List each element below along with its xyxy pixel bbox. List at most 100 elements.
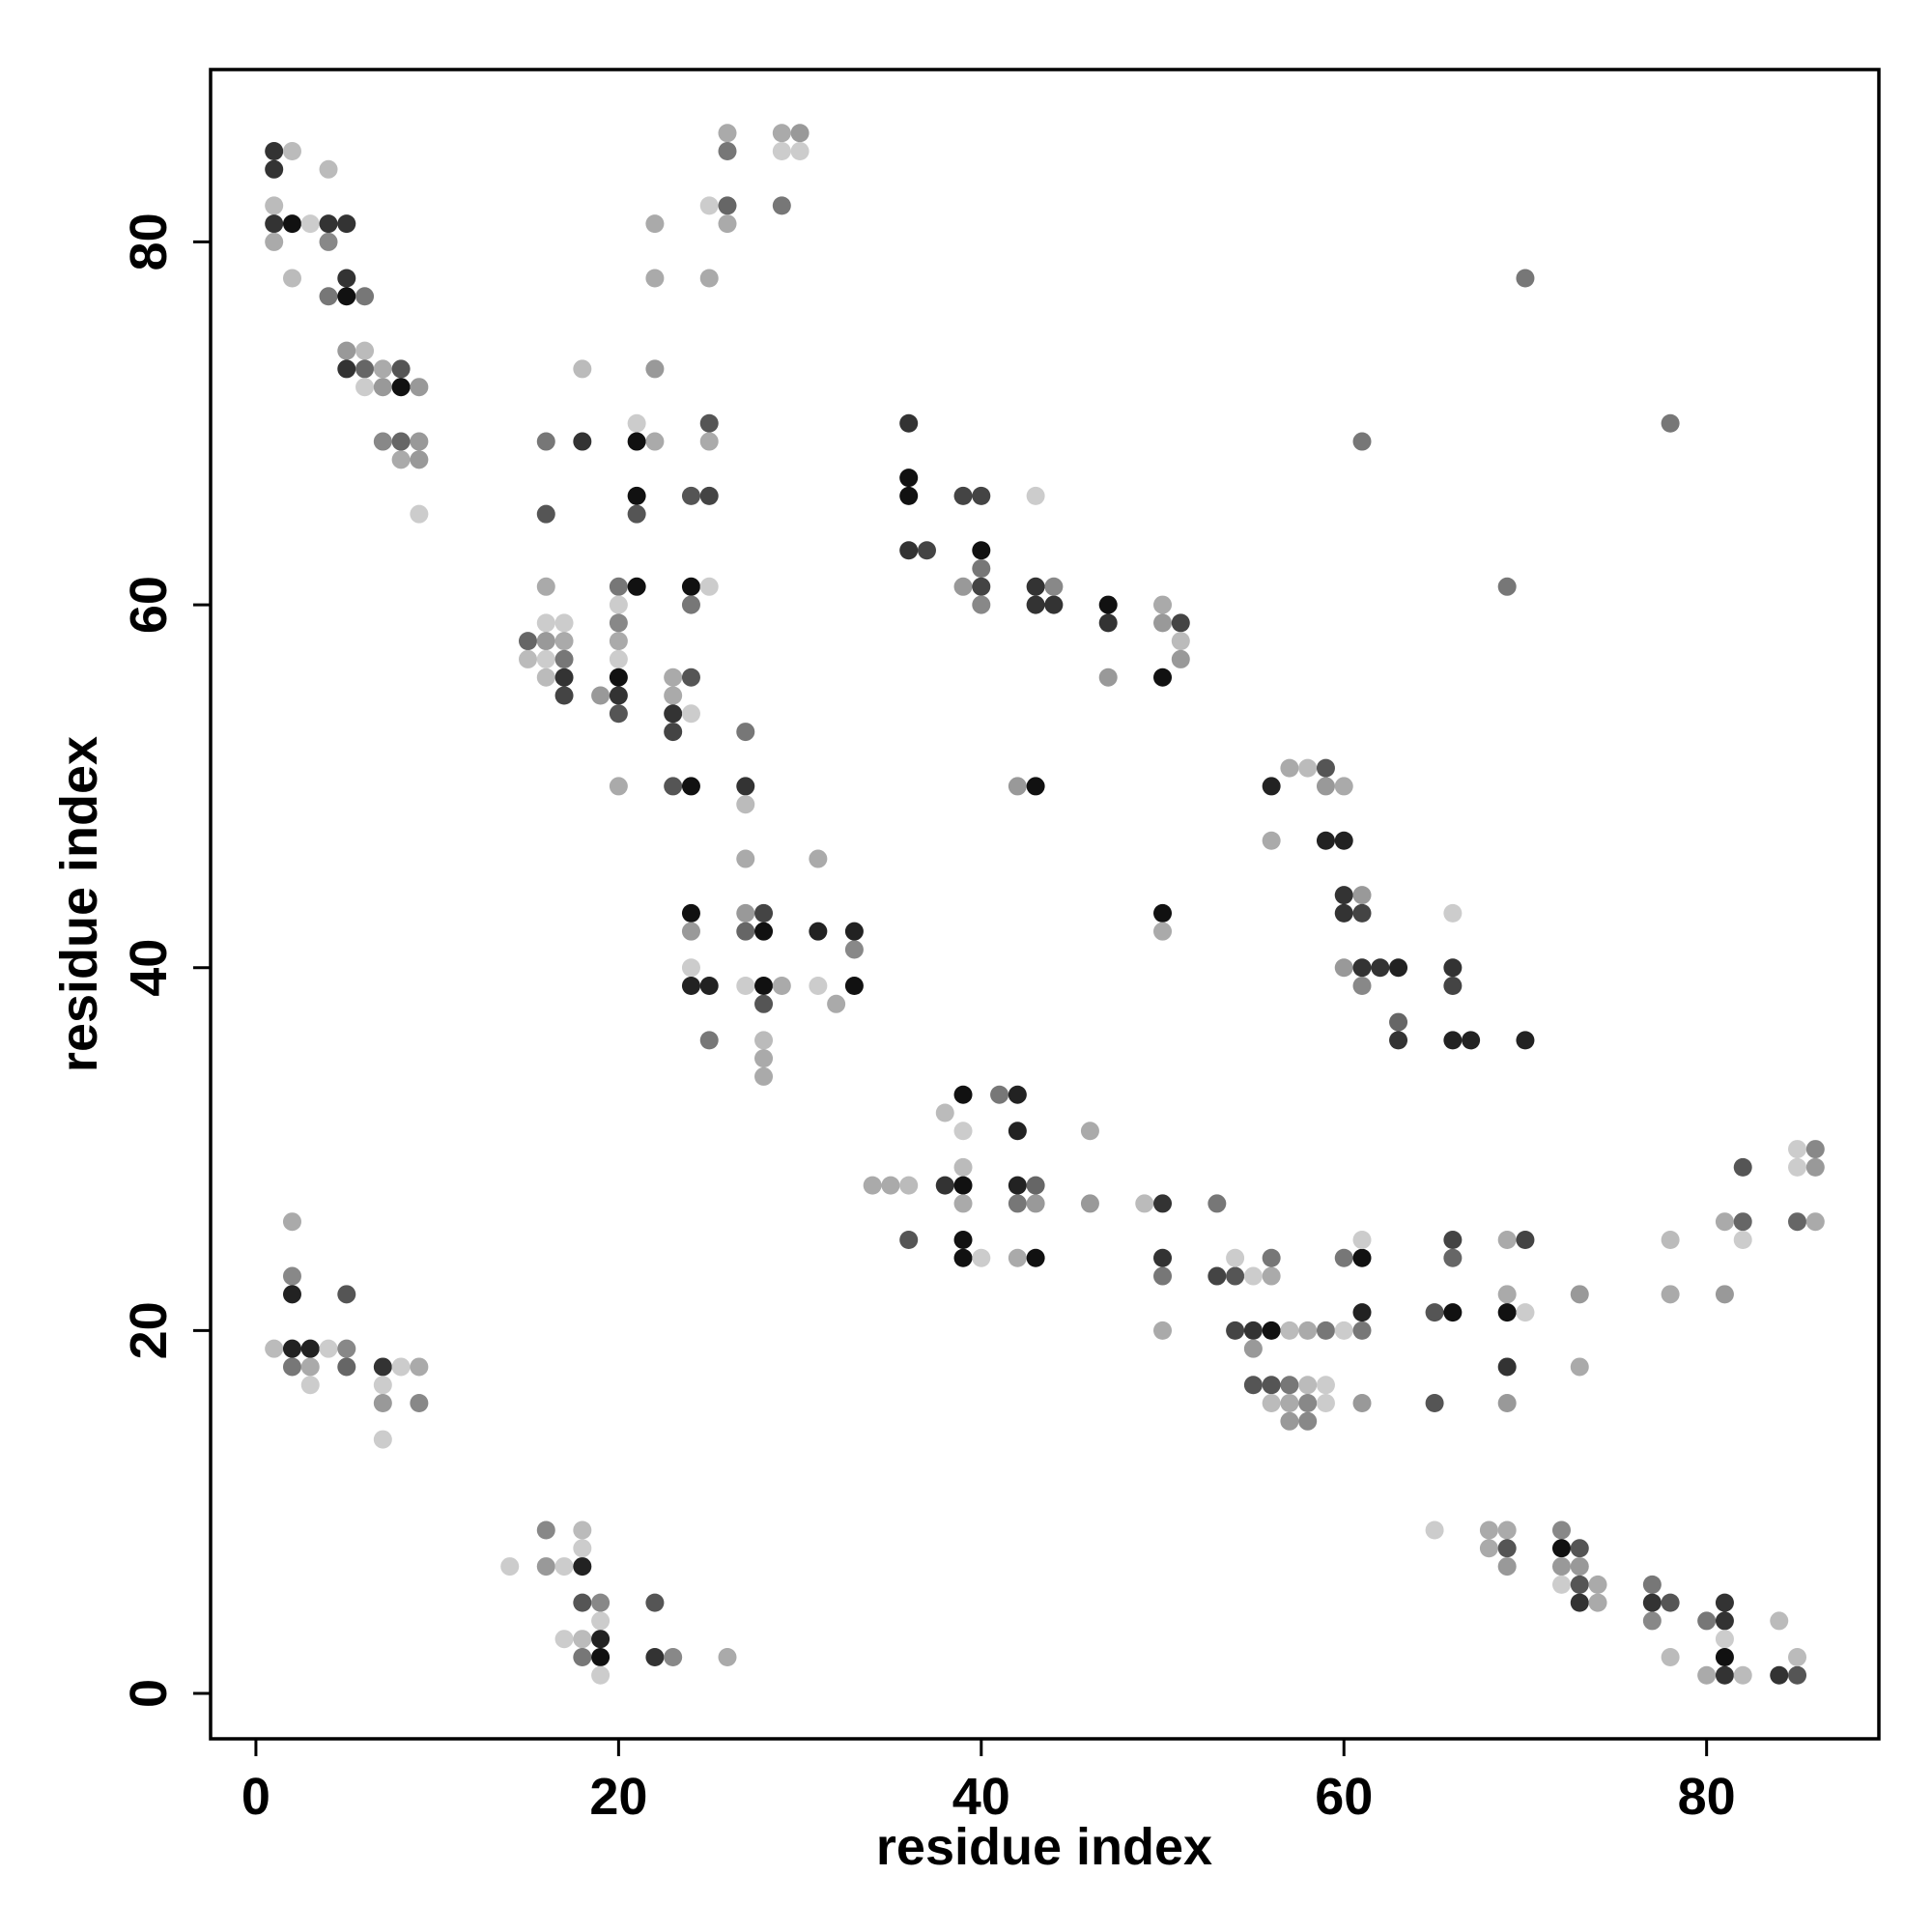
data-point (337, 1339, 356, 1358)
data-point (1280, 1376, 1299, 1395)
data-point (282, 1212, 301, 1232)
data-point (609, 686, 628, 705)
y-tick-label: 0 (120, 1679, 178, 1708)
data-point (1570, 1357, 1589, 1377)
data-point (1008, 1085, 1027, 1104)
data-point (282, 269, 301, 288)
data-point (664, 723, 683, 742)
data-point (664, 668, 683, 687)
plot-frame (209, 68, 1881, 1741)
data-point (844, 922, 864, 941)
data-point (754, 922, 774, 941)
data-point (554, 1557, 574, 1577)
data-point (500, 1557, 520, 1577)
data-point (664, 777, 683, 796)
data-point (319, 287, 338, 306)
data-point (591, 1665, 611, 1685)
data-point (1026, 577, 1045, 596)
data-point (410, 1394, 429, 1413)
data-point (645, 269, 665, 288)
data-point (1497, 1539, 1517, 1558)
data-point (917, 541, 936, 560)
data-point (554, 668, 574, 687)
data-point (355, 359, 375, 379)
data-point (265, 214, 284, 234)
data-point (664, 686, 683, 705)
data-point (609, 649, 628, 668)
data-point (1479, 1539, 1498, 1558)
data-point (1226, 1266, 1245, 1286)
data-point (1352, 1303, 1372, 1322)
data-point (1715, 1665, 1734, 1685)
data-point (1316, 1394, 1335, 1413)
data-point (319, 159, 338, 179)
data-point (1551, 1520, 1571, 1540)
data-point (1153, 668, 1173, 687)
data-point (772, 196, 791, 215)
data-point (736, 777, 755, 796)
data-point (1243, 1339, 1263, 1358)
data-point (681, 704, 700, 724)
data-point (1805, 1157, 1825, 1177)
data-point (699, 486, 719, 505)
data-point (1008, 1194, 1027, 1213)
data-point (1262, 831, 1281, 850)
data-point (391, 1357, 411, 1377)
data-point (972, 1248, 991, 1267)
data-point (1334, 1321, 1353, 1340)
data-point (645, 1647, 665, 1666)
data-point (718, 214, 737, 234)
data-point (1153, 613, 1173, 633)
data-point (1733, 1212, 1752, 1232)
data-point (573, 359, 592, 379)
data-point (591, 1647, 611, 1666)
data-point (1389, 1031, 1408, 1050)
data-point (1352, 1321, 1372, 1340)
data-point (1570, 1539, 1589, 1558)
data-point (1443, 1248, 1463, 1267)
data-point (1389, 1012, 1408, 1032)
data-point (1570, 1285, 1589, 1304)
data-point (627, 413, 646, 433)
data-point (1098, 613, 1118, 633)
data-point (935, 1103, 954, 1122)
data-point (1153, 1194, 1173, 1213)
data-point (1334, 886, 1353, 905)
data-point (1262, 1248, 1281, 1267)
data-point (355, 378, 375, 397)
data-point (282, 1339, 301, 1358)
data-point (718, 1647, 737, 1666)
data-point (337, 341, 356, 360)
data-point (681, 595, 700, 614)
data-point (1316, 758, 1335, 778)
data-point (1497, 1557, 1517, 1577)
data-point (881, 1176, 900, 1195)
data-point (609, 595, 628, 614)
data-point (591, 1611, 611, 1631)
data-point (573, 1539, 592, 1558)
data-point (337, 287, 356, 306)
data-point (953, 1176, 973, 1195)
data-point (1080, 1194, 1099, 1213)
data-point (953, 1122, 973, 1141)
data-point (754, 903, 774, 923)
data-point (1715, 1647, 1734, 1666)
data-point (1008, 777, 1027, 796)
data-point (645, 1593, 665, 1612)
data-point (1570, 1593, 1589, 1612)
data-point (681, 922, 700, 941)
data-point (573, 1557, 592, 1577)
data-point (355, 287, 375, 306)
data-point (972, 541, 991, 560)
data-point (772, 977, 791, 996)
data-point (772, 124, 791, 143)
data-point (337, 269, 356, 288)
data-point (1715, 1593, 1734, 1612)
data-point (754, 977, 774, 996)
data-point (391, 359, 411, 379)
data-point (1733, 1157, 1752, 1177)
data-point (1642, 1575, 1662, 1594)
data-point (536, 432, 555, 451)
data-point (953, 486, 973, 505)
data-point (373, 378, 392, 397)
